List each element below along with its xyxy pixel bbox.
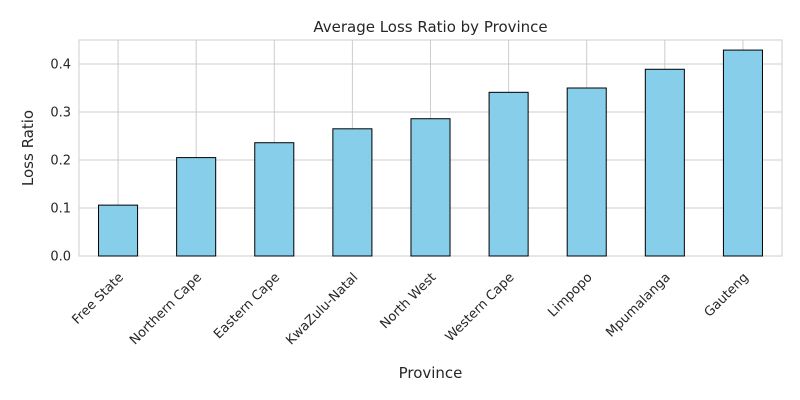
bar-mpumalanga [644,68,685,257]
y-axis-ticks: 0.0 0.1 0.2 0.3 0.4 [50,58,71,265]
x-axis-ticks: Free State Northern Cape Eastern Cape KwaZu… [70,270,752,348]
y-tick-label: 0.3 [50,106,71,121]
bar-north-west [410,118,451,257]
x-axis-label: Province [399,364,463,382]
y-tick-label: 0.2 [50,154,71,169]
y-tick-label: 0.1 [50,202,71,217]
x-tick-label: Free State [70,270,127,327]
y-tick-label: 0.0 [50,250,71,265]
bar-gauteng [722,49,763,257]
x-tick-label: KwaZulu-Natal [283,270,361,348]
bars [98,49,763,257]
bar-free-state [98,204,139,257]
x-tick-label: North West [377,270,439,332]
x-tick-label: Western Cape [443,270,518,345]
x-tick-label: Northern Cape [127,270,205,348]
bar-limpopo [566,87,607,257]
x-tick-label: Mpumalanga [603,270,673,340]
x-tick-label: Gauteng [702,270,752,320]
y-axis-label: Loss Ratio [19,110,37,186]
y-tick-label: 0.4 [50,58,71,73]
bar-western-cape [488,91,529,257]
bar-eastern-cape [254,142,295,257]
x-tick-label: Limpopo [545,270,595,320]
bar-northern-cape [176,157,217,257]
bar-kwazulu-natal [332,128,373,257]
chart-title: Average Loss Ratio by Province [313,18,547,36]
x-tick-label: Eastern Cape [211,270,283,342]
